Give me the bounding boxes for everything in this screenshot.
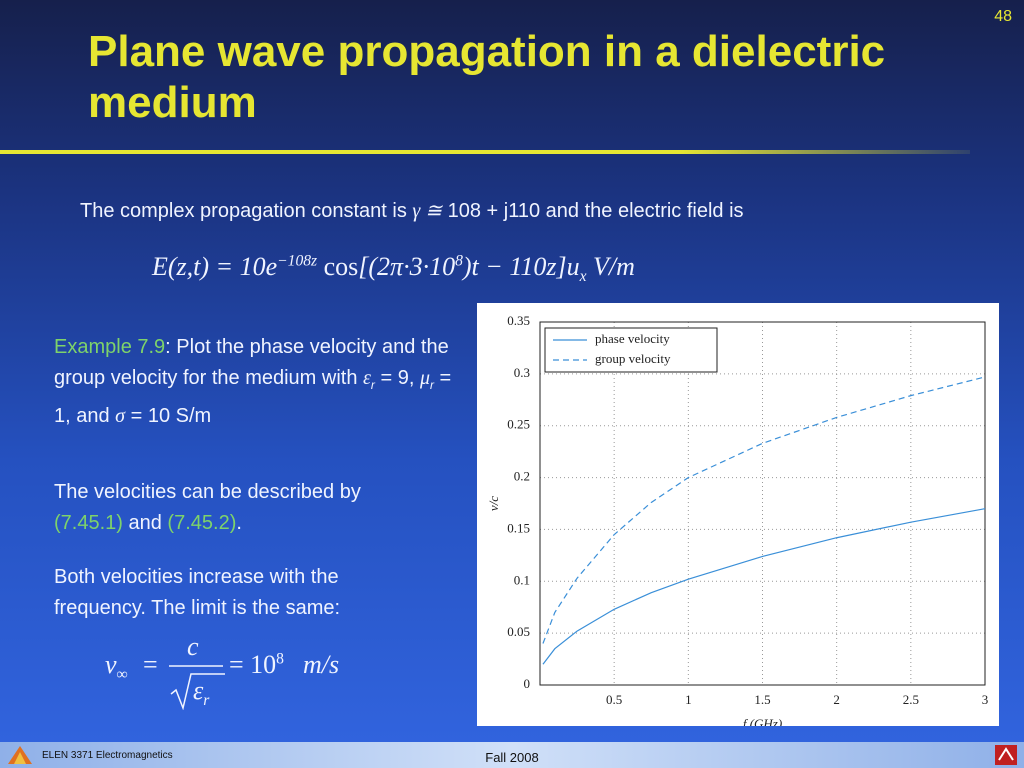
x-tick-label: 1 [685, 692, 692, 707]
y-axis-label: v/c [486, 496, 501, 511]
series-line [542, 508, 986, 665]
chart-panel: 0 0.05 0.1 0.15 0.2 0.25 0.3 0.35 0.5 1 1.5 2 2.5 3 f … [477, 303, 999, 731]
eq-part: E(z,t) = 10e [152, 252, 278, 281]
eq-part: = 108 [229, 650, 284, 680]
limit-text: Both velocities increase with the freque… [54, 566, 341, 619]
eq-part: r [203, 692, 210, 710]
text: = 1, and [54, 367, 452, 427]
eq-part: ε [193, 676, 204, 705]
text: = 9, [374, 367, 420, 389]
course: ELEN 3371 Electromagnetics [42, 750, 173, 761]
legend-box [544, 327, 718, 373]
symbol: μ [419, 367, 430, 389]
eq-part: m/s [303, 650, 340, 679]
eq-part: v∞ [105, 650, 128, 684]
symbol: σ [115, 405, 126, 427]
symbol: ε [363, 367, 371, 389]
eq-part: u [566, 252, 580, 281]
eq-part: v [105, 650, 117, 679]
fraction-root [169, 665, 225, 710]
chart: 0 0.05 0.1 0.15 0.2 0.25 0.3 0.35 0.5 1 1.5 2 2.5 3 f … [486, 313, 989, 731]
eq-part: 8 [276, 650, 284, 668]
series-line [542, 376, 986, 644]
eq-part: 8 [455, 252, 463, 270]
eq-part: c [187, 632, 199, 661]
text: = 10 S/m [125, 405, 212, 427]
title-rule [0, 150, 970, 154]
text: . [236, 512, 242, 534]
eq-part: )t − 110z] [462, 252, 567, 281]
symbol: r [370, 378, 375, 392]
slide-title: Plane wave propagation in a dielectric m… [88, 27, 886, 127]
text: The complex propagation constant is [80, 200, 413, 222]
slide-number: 48 [994, 8, 1012, 25]
example-label: Example 7.9 [54, 336, 166, 358]
x-axis-label: f (GHz) [743, 716, 782, 726]
logo [8, 746, 32, 764]
eq-part: = 10 [229, 650, 277, 679]
y-tick-label: 0.1 [514, 572, 530, 587]
y-tick-label: 0.05 [507, 624, 530, 639]
x-tick-label: 0.5 [606, 692, 622, 707]
x-tick-label: 3 [982, 692, 989, 707]
text: : Plot the phase velocity and the group … [54, 336, 449, 389]
symbol: γ ≅ [412, 200, 443, 222]
text: 108 + j110 and the electric field is [442, 200, 744, 222]
example-text: Example 7.9: Plot the phase velocity and… [54, 332, 454, 432]
plot-frame [539, 321, 986, 686]
velocities-text: The velocities can be described by (7.45… [54, 477, 424, 539]
y-tick-label: 0.35 [507, 313, 530, 328]
y-tick-label: 0.2 [514, 469, 530, 484]
x-tick-label: 1.5 [754, 692, 770, 707]
eq-part: V/m [586, 252, 635, 281]
limit-equation: v∞ = c εr = 108 m/s [105, 632, 365, 712]
eq-ref: (7.45.1) [54, 512, 123, 534]
eq-ref: (7.45.2) [167, 512, 237, 534]
eq-part: = [143, 650, 158, 679]
eq-part: ∞ [116, 666, 128, 684]
eq-part: −108z [277, 252, 318, 270]
x-tick-label: 2 [833, 692, 840, 707]
eq-part: x [579, 268, 587, 286]
eq-part: εr [193, 676, 209, 710]
text: The velocities can be described by [54, 481, 361, 503]
symbol: r [430, 378, 434, 392]
eq-part: [(2π·3·10 [358, 252, 456, 281]
logo [995, 745, 1017, 765]
y-tick-label: 0.15 [507, 520, 530, 535]
intro-text: The complex propagation constant is γ ≅ … [80, 198, 744, 223]
legend-label: phase velocity [595, 331, 670, 346]
field-equation: E(z,t) = 10e−108z cos[(2π·3·108)t − 110z… [152, 252, 635, 286]
eq-part: cos [317, 252, 359, 281]
y-tick-label: 0 [524, 676, 531, 691]
footer: ELEN 3371 Electromagnetics Fall 2008 [0, 742, 1024, 768]
text: and [122, 512, 168, 534]
y-tick-label: 0.3 [514, 365, 530, 380]
y-tick-label: 0.25 [507, 417, 530, 432]
x-tick-label: 2.5 [903, 692, 919, 707]
term: Fall 2008 [485, 750, 539, 765]
legend-label: group velocity [595, 351, 671, 366]
